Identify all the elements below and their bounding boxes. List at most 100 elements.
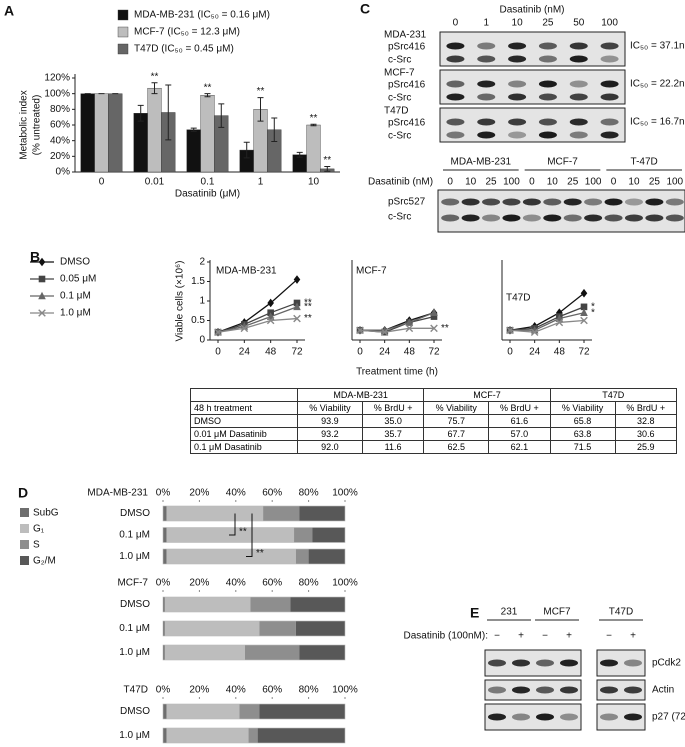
blot-band	[538, 42, 557, 50]
bar-outline	[162, 727, 346, 744]
blot-band	[488, 713, 506, 721]
blot-band	[461, 214, 480, 222]
y-tick-label: 120%	[44, 73, 70, 84]
x-tick-label: 24	[239, 347, 251, 358]
x-tick-label: 48	[554, 347, 566, 358]
bar-segment	[163, 704, 167, 719]
legend-swatch	[20, 556, 29, 565]
table-cell: % Viability	[549, 401, 616, 415]
bar-segment	[164, 645, 245, 660]
blot-band	[604, 214, 623, 222]
significance-label: **	[151, 71, 159, 82]
category-label: 0.1 μM	[119, 623, 150, 634]
table-cell: DMSO	[190, 414, 298, 428]
blot-band	[508, 118, 527, 126]
x-tick-label: 0.1	[201, 177, 215, 188]
x-tick-label: 1	[258, 177, 264, 188]
marker	[293, 302, 301, 311]
table-cell: 93.2	[297, 427, 363, 441]
marker	[293, 314, 301, 323]
table-cell: MCF-7	[423, 388, 551, 402]
bar-outline	[162, 527, 346, 543]
blot-band	[645, 198, 664, 206]
marker	[38, 275, 46, 283]
table-cell: 93.9	[297, 414, 363, 428]
bar	[306, 124, 321, 173]
bar-outline	[162, 620, 346, 637]
table-row: DMSO 93.9 35.0 75.7 61.6 65.8 32.8	[190, 414, 678, 428]
blot-band	[624, 659, 642, 667]
bar-segment	[308, 549, 345, 564]
line	[359, 327, 434, 333]
x-tick-label: 72	[291, 347, 303, 358]
blot-band	[477, 118, 496, 126]
bar-segment	[248, 728, 258, 743]
treatment-label: Dasatinib (nM)	[499, 5, 564, 16]
x-tick-label: 80%	[299, 488, 319, 499]
bar	[200, 95, 215, 173]
row-label: c-Src	[388, 212, 411, 223]
lane-label: 25	[542, 18, 554, 29]
significance-label: **	[304, 298, 312, 309]
row-label: pSrc416	[388, 118, 426, 129]
blot-band	[538, 93, 557, 101]
marker	[506, 326, 514, 335]
table-cell: 48 h treatment	[190, 401, 298, 415]
error-bar	[271, 117, 278, 142]
error-bar	[324, 166, 331, 172]
x-tick-label: 0.01	[145, 177, 165, 188]
x-tick-label: 72	[428, 347, 440, 358]
line	[509, 319, 585, 333]
panel-label: A	[4, 3, 14, 19]
table-row: 0.1 μM Dasatinib 92.0 11.6 62.5 62.1 71.5 25.9	[190, 440, 678, 454]
x-tick-label: 0	[215, 347, 221, 358]
chart-title: MCF-7	[356, 266, 387, 277]
sign-label: −	[606, 631, 612, 642]
significance-label: **	[323, 155, 331, 166]
blot-band	[477, 55, 496, 63]
x-tick-label: 24	[529, 347, 541, 358]
sign-label: +	[630, 631, 636, 642]
blot-band	[482, 214, 501, 222]
y-tick-label: 100%	[44, 88, 70, 99]
error-bar	[190, 127, 197, 132]
blot-band	[569, 55, 588, 63]
bar-segment	[250, 597, 291, 612]
blot-band	[600, 131, 619, 139]
table-cell	[190, 388, 298, 402]
marker	[580, 288, 588, 298]
line	[509, 292, 585, 331]
treatment-label: Dasatinib (100nM):	[404, 631, 488, 642]
category-label: 0.1 μM	[119, 530, 150, 541]
x-tick-label: 40%	[226, 488, 246, 499]
y-axis-label: Metabolic index	[19, 90, 30, 159]
blot-band	[446, 93, 465, 101]
blot-band	[477, 131, 496, 139]
panel-label: B	[30, 249, 40, 265]
significance-label: *	[591, 301, 595, 312]
ic50-label: IC₅₀ = 37.1nM	[630, 41, 685, 52]
cell-line-label: T47D	[384, 106, 408, 117]
table-cell: 30.6	[614, 427, 678, 441]
marker	[405, 324, 414, 333]
bar-segment	[164, 621, 260, 636]
x-tick-label: 80%	[299, 685, 319, 696]
group-label: T-47D	[631, 157, 658, 168]
blot-band	[560, 713, 578, 721]
blot-band	[600, 713, 618, 721]
blot-band	[624, 214, 643, 222]
marker	[580, 303, 588, 311]
marker	[430, 324, 438, 333]
blot-band	[624, 686, 642, 694]
x-tick-label: 100%	[332, 685, 358, 696]
blot-band	[560, 659, 578, 667]
row-label: pSrc416	[388, 42, 426, 53]
y-tick-label: 0%	[56, 167, 71, 178]
x-tick-label: 20%	[189, 488, 209, 499]
lane-label: 25	[567, 177, 579, 188]
blot-background	[439, 107, 626, 143]
error-bar	[204, 93, 211, 98]
row-label: c-Src	[388, 131, 411, 142]
blot-background	[439, 69, 626, 105]
blot-background	[439, 31, 626, 67]
